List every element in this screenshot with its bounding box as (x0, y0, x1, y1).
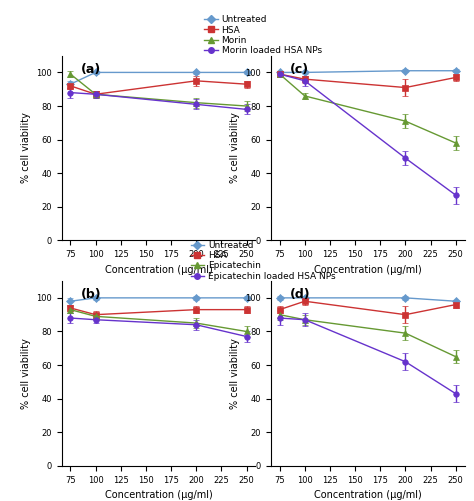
Text: (d): (d) (290, 289, 311, 302)
Legend: Untreated, HSA, Morin, Morin loaded HSA NPs: Untreated, HSA, Morin, Morin loaded HSA … (201, 12, 325, 59)
Y-axis label: % cell viability: % cell viability (20, 338, 31, 409)
Text: (c): (c) (290, 63, 310, 76)
Y-axis label: % cell viability: % cell viability (20, 113, 31, 183)
Y-axis label: % cell viability: % cell viability (230, 113, 240, 183)
Text: (a): (a) (81, 63, 101, 76)
X-axis label: Concentration (μg/ml): Concentration (μg/ml) (314, 490, 421, 500)
X-axis label: Concentration (μg/ml): Concentration (μg/ml) (105, 265, 212, 275)
Legend: Untreated, HSA, Epicatechin, Epicatechin loaded HSA NPs: Untreated, HSA, Epicatechin, Epicatechin… (187, 237, 339, 285)
X-axis label: Concentration (μg/ml): Concentration (μg/ml) (105, 490, 212, 500)
Y-axis label: % cell viability: % cell viability (230, 338, 240, 409)
X-axis label: Concentration (μg/ml): Concentration (μg/ml) (314, 265, 421, 275)
Text: (b): (b) (81, 289, 101, 302)
